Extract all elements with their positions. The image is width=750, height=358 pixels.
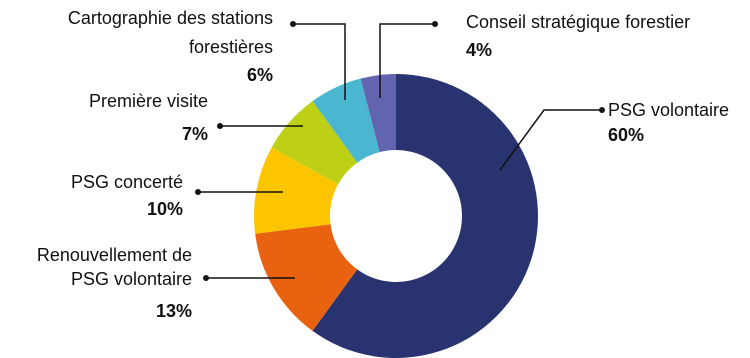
value-renouvellement: 13% <box>156 301 192 321</box>
leader-dot-psg-volontaire <box>599 107 605 113</box>
slice-psg-volontaire <box>312 74 538 358</box>
label-psg-concerte: PSG concerté <box>71 172 183 192</box>
leader-line-conseil <box>379 23 435 98</box>
value-psg-volontaire: 60% <box>608 125 644 145</box>
slice-psg-concert- <box>253 147 339 234</box>
leader-dot-psg-concerte <box>195 189 201 195</box>
value-premiere-visite: 7% <box>182 124 208 144</box>
slice-premi-re-visite <box>271 101 358 185</box>
label-cartographie-line1: Cartographie des stations <box>68 8 273 28</box>
leader-line-psg-volontaire <box>499 109 602 171</box>
label-renouvellement-line1: Renouvellement de <box>37 245 192 265</box>
leader-line-cartographie <box>293 23 346 100</box>
leader-lines <box>195 21 605 281</box>
label-cartographie-line2: forestières <box>189 37 273 57</box>
label-psg-volontaire: PSG volontaire <box>608 100 729 120</box>
slice-cartographie-des-stations-foresti-res <box>312 78 380 163</box>
label-conseil: Conseil stratégique forestier <box>466 12 690 32</box>
leader-dot-cartographie <box>290 21 296 27</box>
label-renouvellement-line2: PSG volontaire <box>71 269 192 289</box>
leader-dot-renouvellement <box>203 275 209 281</box>
leader-dot-premiere-visite <box>217 123 223 129</box>
slice-conseil-strat-gique-forestier <box>360 74 396 153</box>
label-premiere-visite: Première visite <box>89 91 208 111</box>
value-conseil: 4% <box>466 40 492 60</box>
leader-dot-conseil <box>432 21 438 27</box>
slice-labels: PSG volontaire 60% Renouvellement de PSG… <box>37 8 729 321</box>
slice-renouvellement-de-psg-volontaire <box>255 224 358 331</box>
donut-slices <box>253 74 538 358</box>
value-psg-concerte: 10% <box>147 199 183 219</box>
value-cartographie: 6% <box>247 65 273 85</box>
